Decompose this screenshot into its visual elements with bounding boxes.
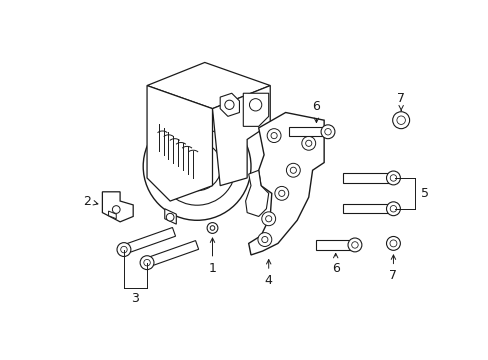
Polygon shape: [343, 204, 393, 213]
Polygon shape: [316, 240, 354, 249]
Polygon shape: [108, 211, 116, 219]
Text: 3: 3: [131, 292, 139, 305]
Circle shape: [321, 125, 334, 139]
Text: 7: 7: [388, 255, 397, 282]
Circle shape: [143, 112, 250, 220]
Text: 6: 6: [331, 253, 339, 275]
Circle shape: [274, 186, 288, 200]
Circle shape: [224, 100, 234, 109]
Polygon shape: [164, 209, 176, 224]
Circle shape: [266, 129, 281, 143]
Polygon shape: [245, 170, 268, 216]
Polygon shape: [147, 86, 212, 201]
Polygon shape: [212, 86, 270, 186]
Polygon shape: [102, 192, 133, 222]
Circle shape: [347, 238, 361, 252]
Text: 7: 7: [396, 92, 405, 111]
Polygon shape: [343, 173, 393, 183]
Text: 6: 6: [312, 100, 320, 122]
Circle shape: [112, 206, 120, 213]
Circle shape: [185, 154, 208, 178]
Circle shape: [140, 256, 154, 270]
Circle shape: [301, 136, 315, 150]
Circle shape: [158, 127, 235, 205]
Polygon shape: [243, 93, 268, 126]
Circle shape: [166, 213, 174, 221]
Text: 5: 5: [420, 187, 428, 200]
Polygon shape: [289, 127, 327, 136]
Circle shape: [117, 243, 131, 256]
Circle shape: [249, 99, 261, 111]
Circle shape: [261, 212, 275, 226]
Circle shape: [207, 222, 218, 233]
Circle shape: [286, 163, 300, 177]
Polygon shape: [248, 112, 324, 255]
Text: 2: 2: [83, 194, 98, 208]
Circle shape: [386, 237, 400, 250]
Text: 4: 4: [264, 260, 272, 287]
Polygon shape: [147, 62, 270, 109]
Polygon shape: [145, 240, 198, 267]
Circle shape: [386, 202, 400, 216]
Circle shape: [172, 142, 221, 191]
Polygon shape: [220, 93, 239, 116]
Polygon shape: [122, 228, 175, 254]
Circle shape: [392, 112, 409, 129]
Text: 1: 1: [208, 238, 216, 275]
Circle shape: [257, 233, 271, 247]
Circle shape: [386, 171, 400, 185]
